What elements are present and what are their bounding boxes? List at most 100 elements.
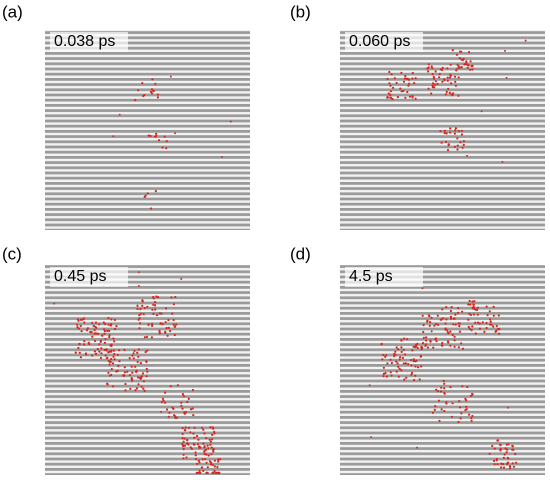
defect-atom: [142, 387, 145, 390]
defect-atom: [151, 322, 154, 326]
defect-atom: [174, 295, 177, 299]
defect-atom: [454, 127, 457, 130]
defect-atom: [158, 312, 161, 315]
defect-atom: [103, 332, 106, 335]
defect-atom: [478, 327, 482, 330]
defect-atom: [149, 207, 152, 210]
defect-atom: [101, 334, 104, 337]
defect-atom: [467, 325, 470, 329]
defect-atom: [456, 63, 459, 66]
defect-atom: [386, 96, 389, 99]
defect-atom: [110, 350, 113, 353]
defect-atom: [108, 329, 111, 332]
defect-atom: [468, 51, 471, 54]
defect-atom: [147, 323, 150, 326]
defect-atom: [400, 71, 403, 74]
defect-atom: [110, 368, 113, 371]
defect-atom: [137, 376, 140, 379]
defect-atom: [450, 82, 453, 85]
defect-atom: [157, 296, 160, 299]
defect-atom: [390, 361, 393, 365]
defect-atom: [132, 352, 135, 355]
defect-atom: [472, 313, 475, 316]
defect-atom: [80, 330, 83, 333]
defect-atom: [494, 330, 497, 333]
defect-atom: [507, 443, 510, 446]
panel-label: (a): [2, 2, 23, 21]
defect-atom: [207, 454, 210, 457]
defect-atom: [107, 359, 110, 363]
defect-atom: [469, 68, 472, 71]
defect-atom: [449, 127, 452, 130]
defect-atom: [131, 354, 134, 357]
defect-atom: [212, 471, 215, 474]
defect-atom: [471, 300, 474, 303]
defect-atom: [514, 452, 517, 456]
defect-atom: [459, 141, 462, 144]
defect-atom: [198, 445, 201, 448]
defect-atom: [470, 329, 473, 332]
defect-atom: [213, 465, 216, 468]
defect-atom: [433, 324, 436, 327]
defect-atom: [99, 340, 102, 343]
defect-atom: [404, 96, 407, 99]
defect-atom: [403, 337, 406, 340]
defect-atom: [160, 401, 163, 404]
defect-atom: [471, 414, 474, 418]
defect-atom: [104, 337, 107, 341]
defect-atom: [416, 446, 419, 449]
defect-atom: [183, 412, 186, 415]
defect-atom: [507, 457, 510, 460]
defect-atom: [443, 387, 446, 390]
defect-atom: [136, 307, 139, 311]
defect-atom: [154, 304, 157, 307]
defect-atom: [175, 416, 178, 419]
defect-atom: [74, 351, 77, 354]
defect-atom: [135, 369, 138, 372]
defect-atom: [422, 330, 425, 334]
defect-atom: [501, 160, 504, 163]
defect-atom: [456, 144, 459, 147]
defect-atom: [136, 304, 139, 307]
defect-atom: [508, 465, 512, 468]
defect-atom: [103, 330, 106, 333]
atomic-layers: [340, 30, 545, 230]
panel: (a) 0.038 ps: [2, 2, 250, 230]
defect-atom: [184, 426, 187, 429]
defect-atom: [200, 466, 204, 469]
defect-atom: [468, 312, 471, 315]
defect-atom: [208, 438, 211, 441]
defect-atom: [447, 144, 450, 147]
defect-atom: [214, 471, 217, 474]
defect-atom: [446, 340, 450, 343]
defect-atom: [181, 437, 184, 440]
defect-atom: [393, 77, 396, 80]
defect-atom: [193, 426, 196, 429]
defect-atom: [182, 453, 185, 456]
defect-atom: [185, 411, 188, 414]
defect-atom: [446, 149, 450, 152]
defect-atom: [113, 318, 116, 321]
defect-atom: [492, 325, 495, 328]
defect-atom: [485, 305, 488, 308]
defect-atom: [406, 338, 409, 341]
defect-atom: [110, 323, 113, 326]
defect-atom: [217, 458, 220, 461]
defect-atom: [451, 333, 454, 337]
defect-atom: [386, 77, 389, 81]
defect-atom: [389, 93, 392, 96]
panel-label: (c): [2, 244, 22, 263]
defect-atom: [139, 312, 142, 315]
defect-atom: [458, 330, 462, 333]
defect-atom: [169, 75, 172, 78]
defect-atom: [416, 342, 419, 345]
defect-atom: [511, 462, 514, 465]
defect-atom: [130, 378, 133, 381]
defect-atom: [431, 82, 435, 85]
defect-atom: [389, 371, 392, 374]
defect-atom: [395, 346, 398, 349]
defect-atom: [384, 355, 387, 358]
defect-atom: [77, 346, 80, 350]
defect-atom: [502, 462, 505, 466]
defect-atom: [165, 408, 169, 411]
